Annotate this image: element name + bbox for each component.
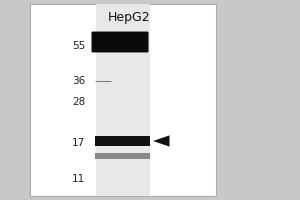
Polygon shape bbox=[153, 135, 169, 147]
FancyBboxPatch shape bbox=[94, 136, 150, 146]
FancyBboxPatch shape bbox=[30, 4, 216, 196]
Text: 11: 11 bbox=[72, 174, 86, 184]
Text: 55: 55 bbox=[72, 41, 86, 51]
Text: 28: 28 bbox=[72, 97, 86, 107]
FancyBboxPatch shape bbox=[92, 32, 148, 52]
Text: 36: 36 bbox=[72, 76, 86, 86]
Text: HepG2: HepG2 bbox=[108, 11, 150, 24]
FancyBboxPatch shape bbox=[94, 153, 150, 159]
Text: 17: 17 bbox=[72, 138, 86, 148]
FancyBboxPatch shape bbox=[96, 4, 150, 196]
